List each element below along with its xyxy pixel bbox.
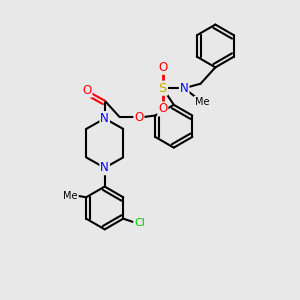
Text: O: O xyxy=(134,110,143,124)
Text: N: N xyxy=(180,82,189,95)
Text: N: N xyxy=(100,161,109,174)
Text: O: O xyxy=(158,61,167,74)
Text: O: O xyxy=(82,84,92,97)
Text: O: O xyxy=(158,103,167,116)
Text: Me: Me xyxy=(195,97,209,106)
Text: Me: Me xyxy=(64,191,78,201)
Text: Cl: Cl xyxy=(134,218,145,228)
Text: S: S xyxy=(159,82,167,95)
Text: N: N xyxy=(100,112,109,125)
